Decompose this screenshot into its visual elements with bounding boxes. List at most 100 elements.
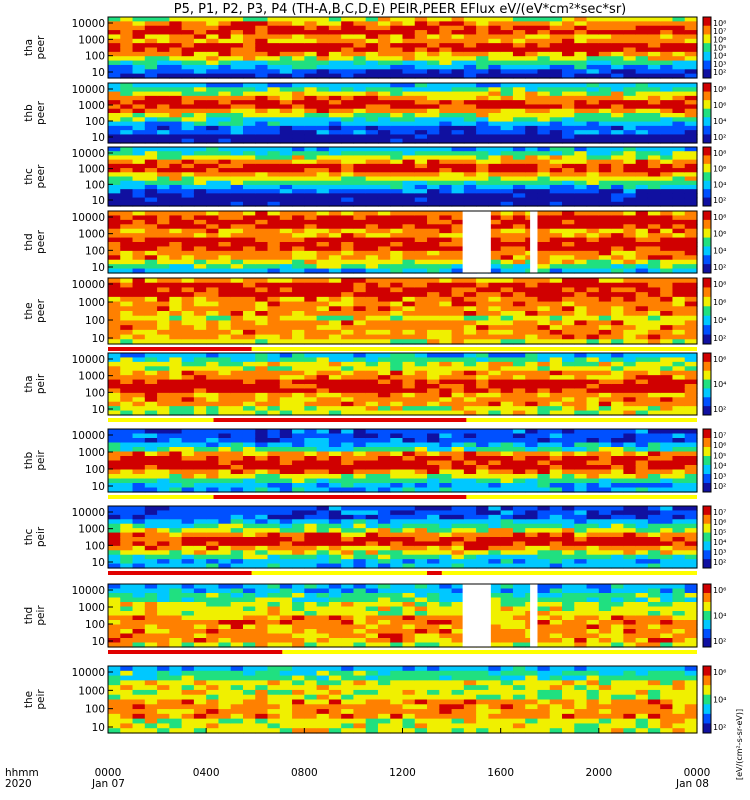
heatmap-cell bbox=[255, 478, 269, 484]
heatmap-cell bbox=[304, 379, 318, 385]
heatmap-cell bbox=[193, 189, 207, 194]
heatmap-cell bbox=[328, 73, 342, 79]
heatmap-cell bbox=[500, 64, 514, 70]
heatmap-cell bbox=[255, 34, 269, 40]
heatmap-cell bbox=[255, 17, 269, 22]
heatmap-cell bbox=[181, 320, 195, 326]
heatmap-cell bbox=[684, 384, 698, 390]
heatmap-cell bbox=[512, 180, 526, 186]
heatmap-cell bbox=[120, 487, 134, 493]
heatmap-cell bbox=[341, 311, 355, 317]
heatmap-cell bbox=[218, 320, 232, 326]
heatmap-cell bbox=[635, 456, 649, 462]
heatmap-cell bbox=[108, 155, 121, 161]
heatmap-cell bbox=[242, 451, 256, 457]
heatmap-cell bbox=[684, 379, 698, 385]
heatmap-cell bbox=[328, 117, 342, 123]
heatmap-cell bbox=[255, 201, 269, 207]
heatmap-cell bbox=[144, 296, 158, 303]
heatmap-cell bbox=[562, 87, 575, 93]
heatmap-cell bbox=[144, 306, 158, 312]
heatmap-cell bbox=[316, 69, 330, 75]
heatmap-cell bbox=[439, 17, 453, 22]
heatmap-cell bbox=[451, 306, 465, 312]
heatmap-cell bbox=[672, 134, 686, 140]
heatmap-cell bbox=[377, 410, 391, 416]
heatmap-cell bbox=[451, 47, 465, 53]
heatmap-cell bbox=[439, 460, 453, 466]
heatmap-cell bbox=[672, 151, 686, 157]
heatmap-cell bbox=[255, 87, 269, 93]
heatmap-cell bbox=[267, 155, 281, 161]
heatmap-cell bbox=[279, 172, 293, 178]
heatmap-cell bbox=[206, 388, 220, 394]
heatmap-cell bbox=[414, 370, 428, 376]
heatmap-cell bbox=[451, 366, 465, 372]
heatmap-cell bbox=[586, 172, 600, 178]
heatmap-cell bbox=[242, 259, 256, 265]
heatmap-cell bbox=[439, 51, 453, 57]
heatmap-cell bbox=[488, 447, 502, 453]
heatmap-cell bbox=[169, 474, 183, 480]
heatmap-cell bbox=[181, 224, 195, 230]
heatmap-cell bbox=[108, 104, 121, 110]
heatmap-cell bbox=[230, 237, 244, 243]
heatmap-cell bbox=[292, 73, 305, 79]
heatmap-cell bbox=[537, 301, 551, 307]
heatmap-cell bbox=[304, 224, 318, 230]
heatmap-cell bbox=[500, 121, 514, 127]
heatmap-cell bbox=[193, 60, 207, 66]
heatmap-cell bbox=[181, 113, 195, 118]
heatmap-cell bbox=[684, 184, 698, 190]
heatmap-cell bbox=[169, 384, 183, 390]
heatmap-cell bbox=[488, 465, 502, 471]
heatmap-cell bbox=[230, 180, 244, 186]
heatmap-cell bbox=[623, 237, 637, 243]
heatmap-cell bbox=[230, 433, 244, 439]
heatmap-cell bbox=[328, 172, 342, 178]
heatmap-cell bbox=[684, 134, 698, 140]
heatmap-cell bbox=[525, 130, 539, 136]
heatmap-cell bbox=[316, 370, 330, 376]
heatmap-cell bbox=[684, 30, 698, 36]
heatmap-cell bbox=[144, 325, 158, 331]
heatmap-cell bbox=[328, 56, 342, 62]
heatmap-cell bbox=[488, 334, 502, 340]
heatmap-cell bbox=[623, 155, 637, 161]
heatmap-cell bbox=[414, 255, 428, 261]
heatmap-cell bbox=[206, 410, 220, 416]
heatmap-cell bbox=[169, 523, 183, 529]
heatmap-cell bbox=[451, 339, 465, 345]
heatmap-cell bbox=[206, 151, 220, 157]
heatmap-cell bbox=[365, 375, 379, 381]
heatmap-cell bbox=[500, 292, 514, 298]
panel-label: thcpeer bbox=[23, 164, 47, 189]
heatmap-cell bbox=[512, 95, 526, 101]
heatmap-cell bbox=[377, 357, 391, 363]
heatmap-cell bbox=[414, 429, 428, 435]
heatmap-cell bbox=[169, 366, 183, 372]
heatmap-cell bbox=[488, 47, 502, 53]
heatmap-cell bbox=[427, 357, 440, 363]
heatmap-cell bbox=[132, 357, 146, 363]
heatmap-cell bbox=[488, 64, 502, 70]
heatmap-cell bbox=[647, 91, 661, 97]
heatmap-cell bbox=[108, 17, 121, 22]
heatmap-cell bbox=[377, 38, 391, 44]
heatmap-cell bbox=[660, 478, 674, 484]
heatmap-cell bbox=[206, 73, 220, 79]
heatmap-cell bbox=[193, 268, 207, 274]
heatmap-cell bbox=[230, 211, 244, 217]
heatmap-cell bbox=[660, 296, 674, 303]
heatmap-cell bbox=[132, 541, 146, 547]
heatmap-cell bbox=[500, 30, 514, 36]
heatmap-cell bbox=[684, 339, 698, 345]
heatmap-cell bbox=[525, 147, 539, 152]
heatmap-cell bbox=[672, 357, 686, 363]
heatmap-cell bbox=[365, 478, 379, 484]
heatmap-cell bbox=[193, 91, 207, 97]
heatmap-cell bbox=[218, 30, 232, 36]
heatmap-cell bbox=[341, 21, 355, 27]
heatmap-cell bbox=[463, 406, 477, 412]
heatmap-cell bbox=[267, 197, 281, 203]
